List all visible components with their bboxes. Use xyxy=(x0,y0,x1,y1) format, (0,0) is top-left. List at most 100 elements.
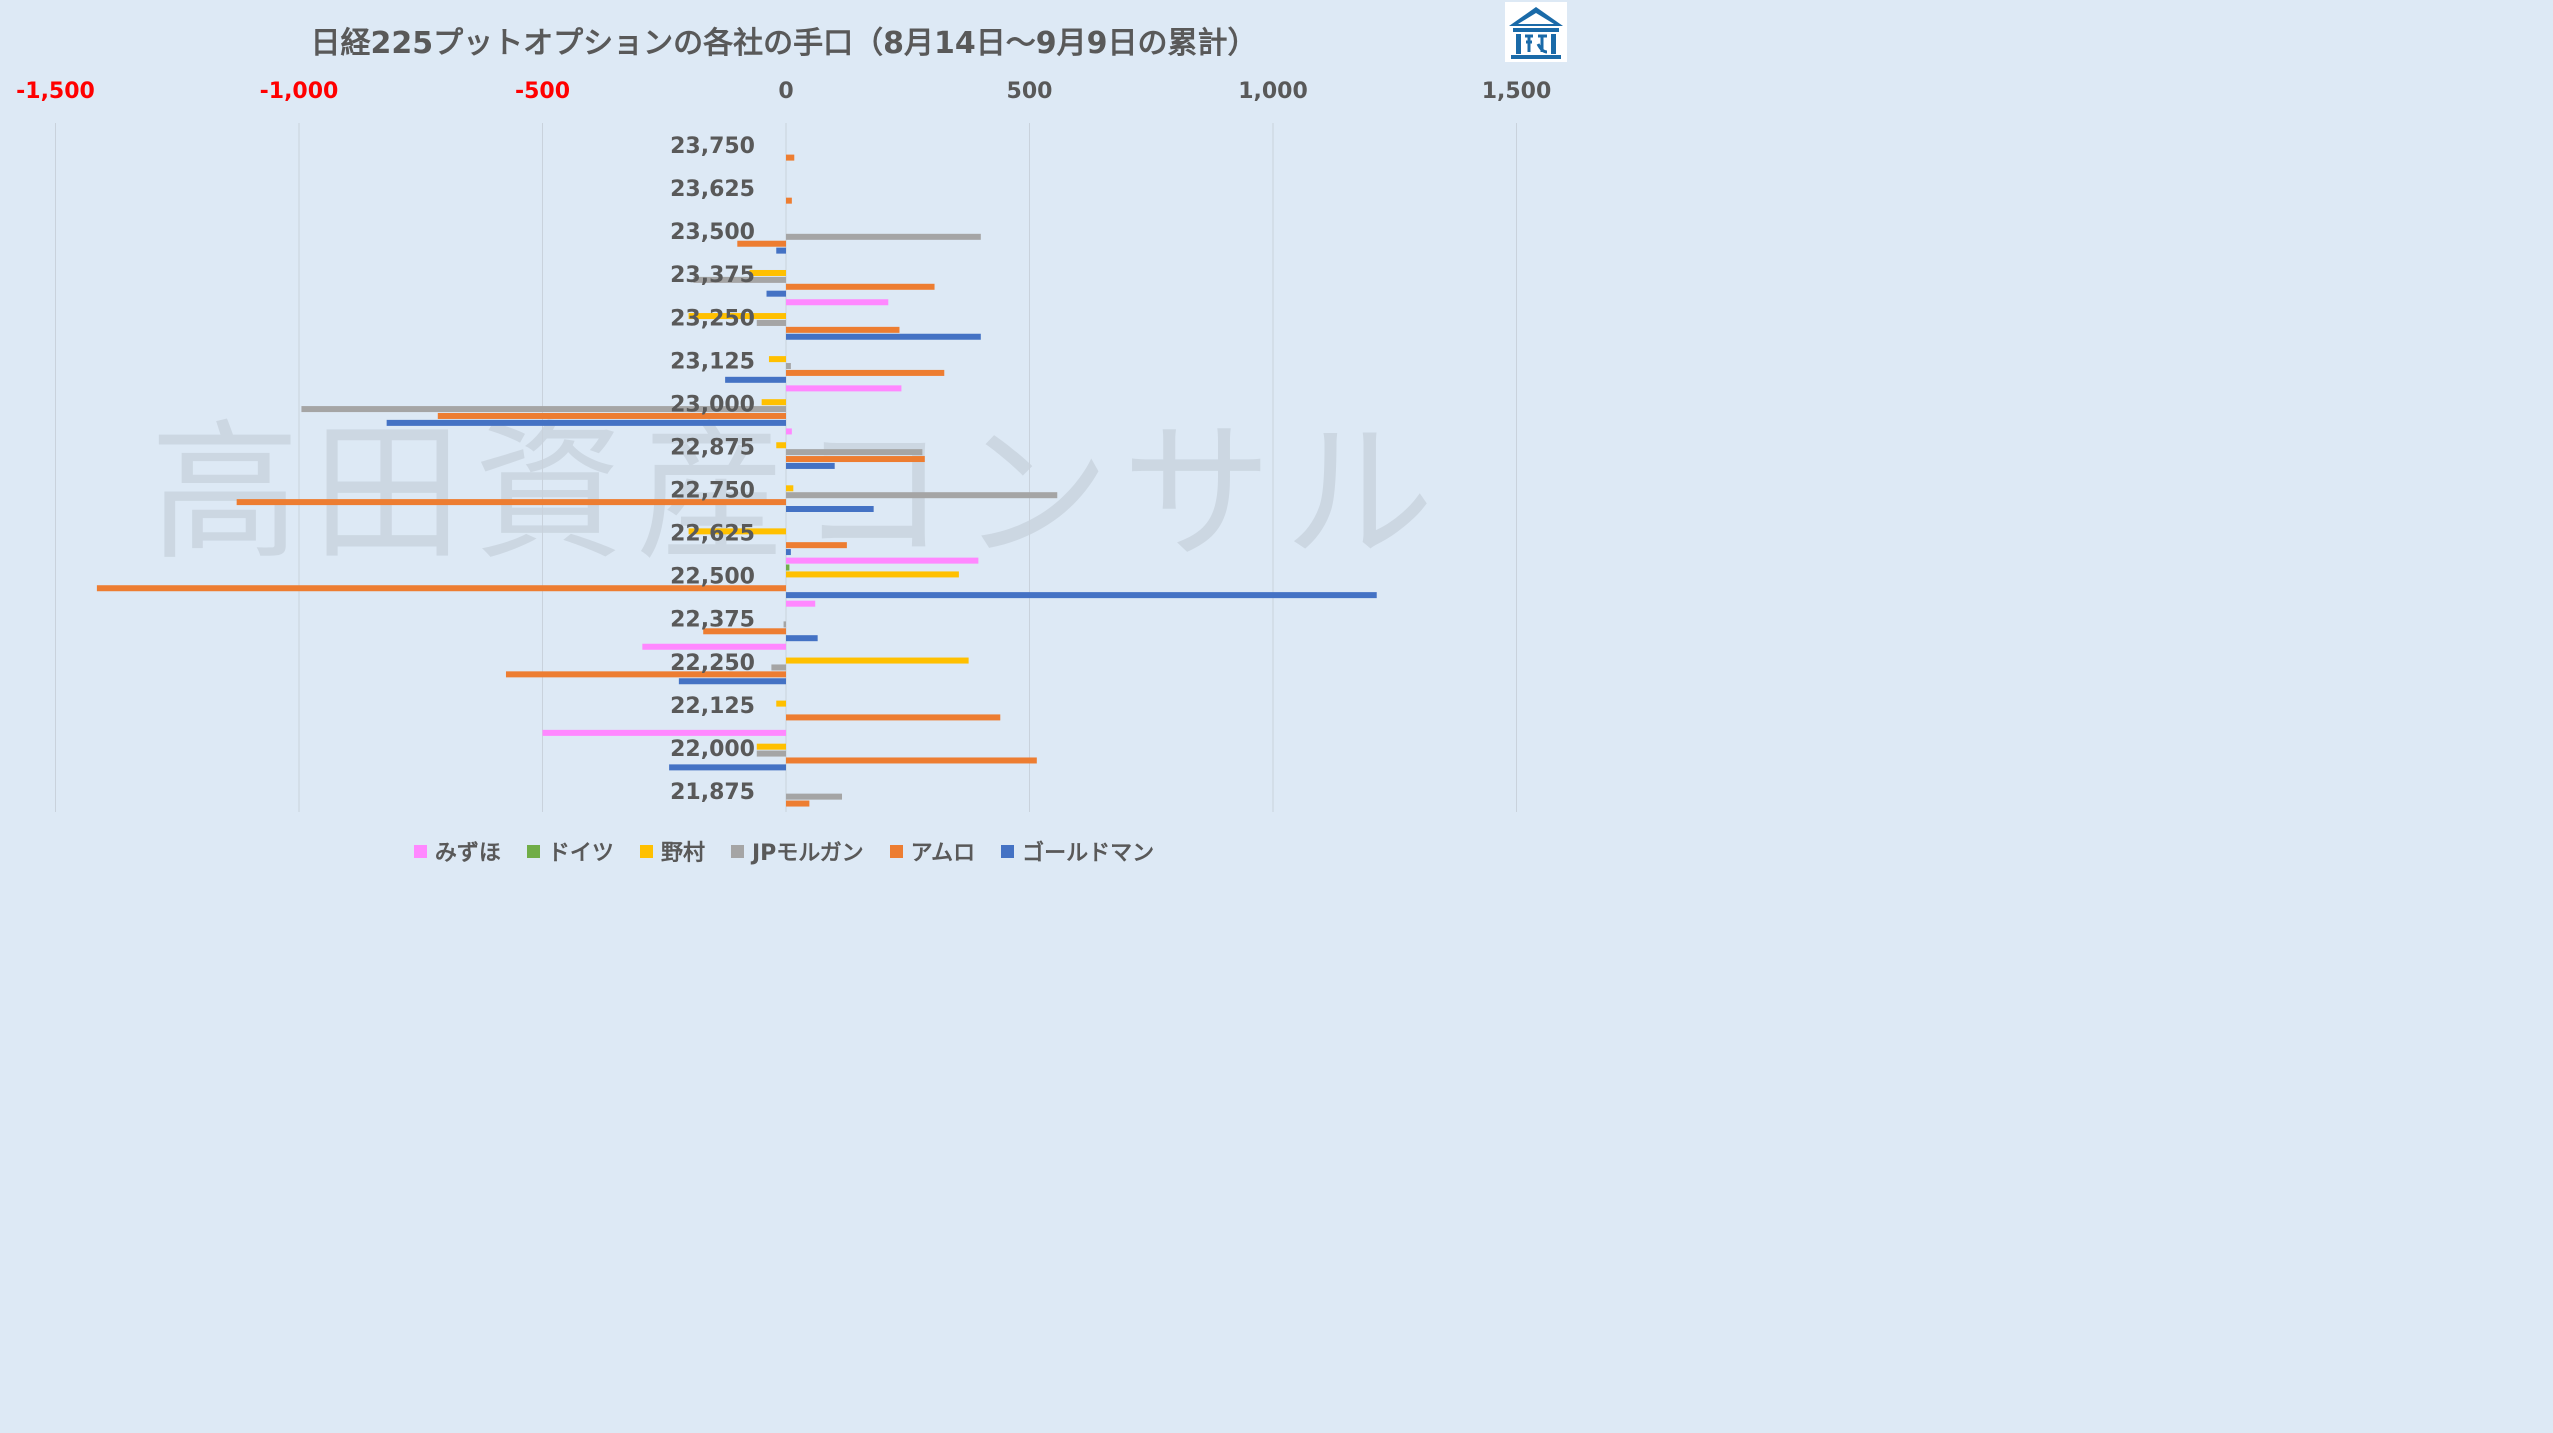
legend-item: みずほ xyxy=(413,835,501,867)
category-label: 22,500 xyxy=(670,565,755,590)
bar xyxy=(642,643,786,650)
legend-item: JPモルガン xyxy=(730,835,864,867)
x-tick-label: -1,500 xyxy=(16,79,95,104)
chart-title: 日経225プットオプションの各社の手口（8月14日～9月9日の累計） xyxy=(310,26,1258,61)
legend-swatch xyxy=(1001,844,1015,858)
bar xyxy=(766,290,786,297)
legend-swatch xyxy=(526,844,540,858)
category-label: 21,875 xyxy=(670,780,755,805)
category-label: 22,250 xyxy=(670,651,755,676)
legend: みずほ ドイツ 野村 JPモルガン アムロ ゴールドマン xyxy=(0,835,1568,867)
legend-label: みずほ xyxy=(434,841,501,866)
bar xyxy=(437,412,786,419)
bar xyxy=(761,399,786,406)
bar xyxy=(786,462,835,469)
category-label: 22,625 xyxy=(670,522,755,547)
legend-label: ゴールドマン xyxy=(1022,841,1155,866)
bar xyxy=(786,714,1001,721)
plot-area: -1,500 -1,000 -500 0 500 1,000 1,500 23,750 23,6… xyxy=(16,79,1552,812)
bar xyxy=(786,449,923,456)
bar xyxy=(776,700,786,707)
bar xyxy=(756,319,786,326)
x-tick-label: 1,000 xyxy=(1238,79,1308,104)
bar xyxy=(786,635,818,642)
legend-swatch xyxy=(639,844,653,858)
legend-item: ドイツ xyxy=(526,835,614,867)
category-label: 23,250 xyxy=(670,306,755,331)
bar xyxy=(756,743,786,750)
bar xyxy=(771,664,786,671)
x-tick-label: 1,500 xyxy=(1482,79,1552,104)
bar xyxy=(786,800,810,807)
legend-label: 野村 xyxy=(660,841,705,866)
bar xyxy=(786,233,981,240)
category-label: 23,125 xyxy=(670,349,755,374)
bar xyxy=(786,428,792,435)
bar xyxy=(688,313,786,320)
bar xyxy=(786,564,790,571)
category-label: 23,375 xyxy=(670,263,755,288)
bar xyxy=(786,154,795,161)
bar xyxy=(776,247,786,254)
category-label: 23,625 xyxy=(670,177,755,202)
bar xyxy=(301,406,786,413)
bar xyxy=(786,549,791,556)
bar xyxy=(786,592,1377,599)
bar xyxy=(386,419,786,426)
bar xyxy=(725,376,786,383)
x-tick-label: 0 xyxy=(778,79,793,104)
bar xyxy=(786,485,794,492)
bar xyxy=(768,356,786,363)
legend-swatch xyxy=(413,844,427,858)
bar xyxy=(749,269,786,276)
category-label: 22,750 xyxy=(670,479,755,504)
category-label: 23,500 xyxy=(670,220,755,245)
bar xyxy=(786,197,792,204)
legend-swatch xyxy=(730,844,744,858)
bar xyxy=(542,729,786,736)
bar xyxy=(783,621,786,628)
bar xyxy=(688,528,786,535)
legend-label: ドイツ xyxy=(547,841,614,866)
bar xyxy=(786,571,959,578)
bar xyxy=(786,456,925,463)
bar xyxy=(756,750,786,757)
bar xyxy=(505,671,786,678)
bar xyxy=(786,333,981,340)
bar xyxy=(786,557,979,564)
bar xyxy=(786,757,1037,764)
bar xyxy=(786,385,902,392)
category-label: 23,000 xyxy=(670,392,755,417)
category-label: 22,125 xyxy=(670,694,755,719)
legend-swatch xyxy=(889,844,903,858)
x-tick-label: 500 xyxy=(1007,79,1053,104)
bar xyxy=(786,326,900,333)
category-label: 22,375 xyxy=(670,608,755,633)
bar xyxy=(786,369,945,376)
category-label: 23,750 xyxy=(670,134,755,159)
bar xyxy=(786,299,889,306)
bar xyxy=(786,600,816,607)
legend-item: 野村 xyxy=(639,835,705,867)
bar xyxy=(678,678,786,685)
bar xyxy=(786,793,843,800)
x-tick-label: -500 xyxy=(515,79,570,104)
bar xyxy=(236,499,786,506)
legend-label: JPモルガン xyxy=(751,841,864,866)
bar xyxy=(776,442,786,449)
logo xyxy=(1505,2,1567,62)
bar xyxy=(786,363,791,370)
bar xyxy=(786,283,935,290)
legend-label: アムロ xyxy=(910,841,976,866)
bar xyxy=(96,585,786,592)
bar xyxy=(693,276,786,283)
category-label: 22,875 xyxy=(670,435,755,460)
building-logo-icon xyxy=(1509,7,1563,59)
bar xyxy=(786,492,1058,499)
bar xyxy=(703,628,786,635)
legend-item: ゴールドマン xyxy=(1001,835,1154,867)
legend-item: アムロ xyxy=(889,835,976,867)
bar xyxy=(786,542,847,549)
x-tick-label: -1,000 xyxy=(260,79,339,104)
bar xyxy=(786,506,874,512)
